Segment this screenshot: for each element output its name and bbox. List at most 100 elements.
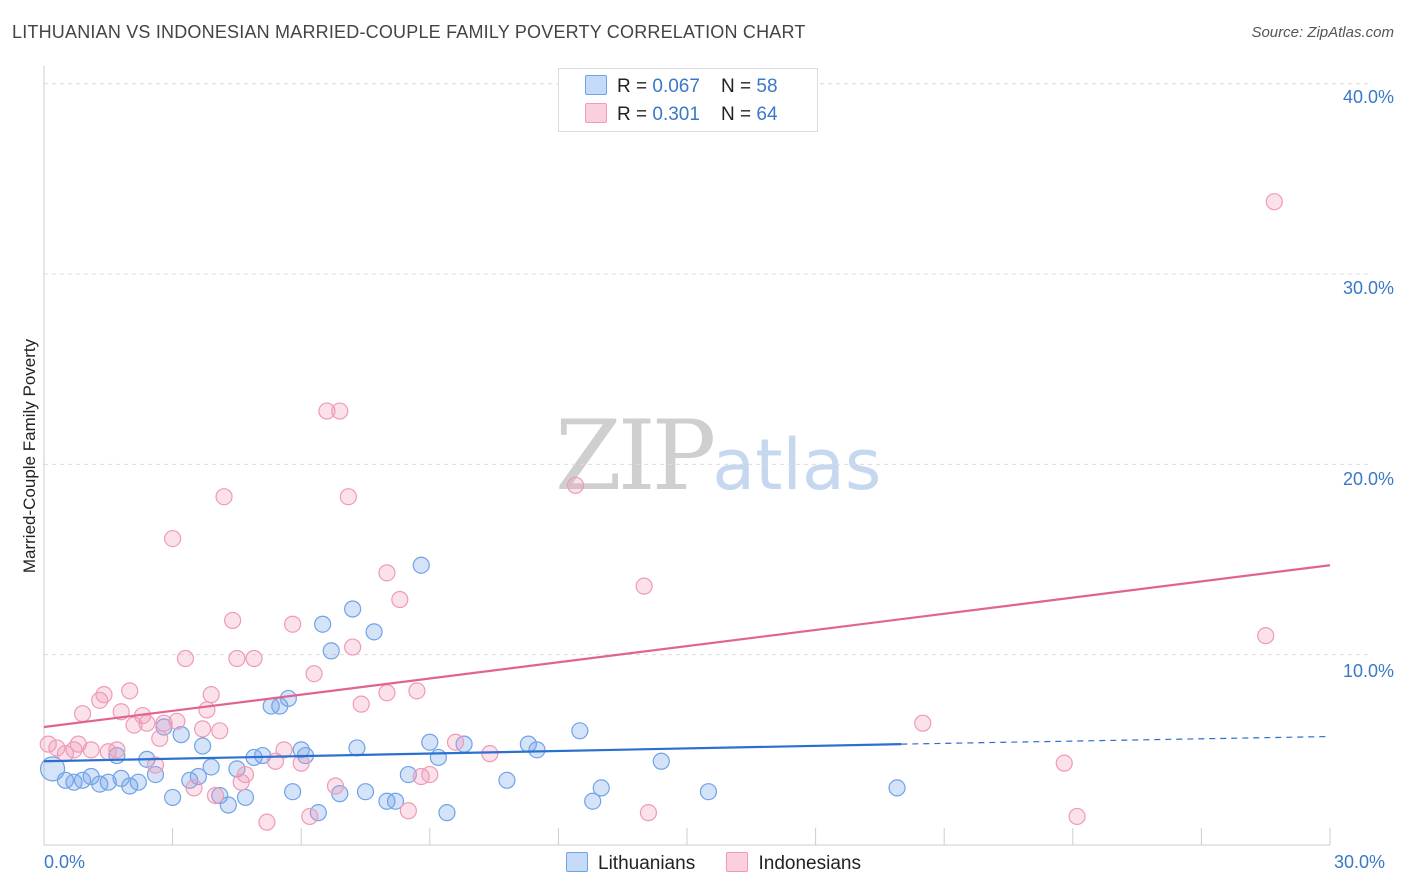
indonesian-point: [194, 720, 212, 738]
lithuanian-point: [344, 600, 362, 618]
lithuanian-point: [279, 689, 297, 708]
lithuanian-point: [121, 777, 139, 795]
y-tick-label-40: 40.0%: [1342, 87, 1394, 107]
indonesian-point: [378, 684, 396, 702]
lithuanian-point: [322, 642, 340, 660]
indonesian-point: [914, 714, 932, 732]
lithuanian-point: [386, 792, 405, 810]
lithuanian-point: [421, 733, 439, 751]
indonesian-point: [635, 577, 653, 595]
indonesian-trend-line: [43, 564, 1331, 729]
indonesian-point: [566, 476, 585, 494]
lithuanian-point: [39, 756, 66, 782]
indonesian-point: [176, 649, 195, 668]
indonesian-point: [215, 488, 233, 506]
n-label: N =: [721, 76, 757, 97]
indonesian-point: [73, 705, 92, 723]
indonesian-point: [228, 649, 246, 668]
lithuanian-point: [236, 788, 255, 807]
lithuanian-point: [146, 765, 165, 784]
r-value: 0.067: [652, 76, 700, 97]
indonesian-point: [125, 716, 143, 734]
indonesian-point: [331, 402, 349, 420]
lithuanian-point: [228, 760, 246, 778]
lithuanian-point: [99, 773, 117, 791]
indonesian-point: [39, 735, 57, 753]
indonesian-point: [198, 701, 216, 719]
indonesian-point: [339, 488, 357, 506]
pink-swatch-icon: [585, 103, 607, 123]
lithuanian-point: [314, 615, 332, 633]
indonesian-point: [206, 786, 225, 805]
watermark-zip: ZIP: [555, 400, 716, 512]
watermark-atlas: atlas: [712, 424, 882, 506]
indonesian-point: [121, 682, 139, 700]
indonesian-point: [352, 695, 370, 713]
indonesian-point: [138, 714, 156, 732]
indonesian-point: [446, 733, 465, 751]
gridlines: [44, 83, 1370, 656]
indonesian-point: [378, 564, 396, 582]
indonesian-point: [391, 590, 409, 609]
y-tick-label-10: 10.0%: [1342, 661, 1394, 681]
indonesian-point: [344, 638, 362, 656]
indonesian-point: [1257, 627, 1275, 645]
indonesian-point: [95, 686, 113, 704]
legend-row-indonesians: R = 0.301 N = 64: [585, 103, 778, 126]
legend-item-lithuanians[interactable]: Lithuanians: [566, 852, 695, 875]
axes: [43, 66, 1331, 846]
lithuanian-point: [194, 737, 212, 755]
indonesian-point: [481, 745, 499, 763]
lithuanian-point: [172, 726, 190, 744]
pink-swatch-icon: [726, 852, 749, 872]
indonesian-point: [408, 682, 426, 700]
indonesian-point: [211, 722, 229, 740]
indonesian-point: [108, 741, 126, 759]
chart-title: LITHUANIAN VS INDONESIAN MARRIED-COUPLE …: [12, 22, 806, 42]
lithuanian-trend-extension: [901, 735, 1331, 745]
indonesian-point: [236, 765, 255, 784]
lithuanian-trend-line: [43, 743, 902, 763]
indonesian-point: [639, 804, 658, 822]
lithuanian-point: [498, 771, 516, 789]
r-label: R =: [617, 104, 653, 125]
indonesian-point: [1068, 807, 1086, 826]
lithuanian-point: [399, 765, 417, 784]
indonesian-point: [146, 756, 165, 774]
indonesian-point: [1055, 754, 1073, 772]
indonesian-point: [318, 402, 336, 420]
indonesian-point: [164, 529, 182, 548]
y-axis-label: Married-Couple Family Poverty: [20, 338, 39, 574]
y-tick-label-30: 30.0%: [1342, 278, 1394, 298]
lithuanian-point: [652, 752, 670, 770]
lithuanian-point: [888, 779, 906, 797]
indonesian-point: [202, 686, 220, 704]
indonesian-point: [284, 615, 302, 633]
indonesian-point: [151, 729, 169, 748]
indonesian-point: [275, 741, 293, 759]
n-label: N =: [721, 104, 757, 125]
lithuanian-point: [309, 804, 327, 822]
legend-item-indonesians[interactable]: Indonesians: [726, 852, 861, 875]
lithuanian-point: [284, 783, 302, 801]
lithuanian-point: [429, 748, 447, 767]
indonesian-point: [421, 765, 439, 784]
lithuanian-point: [211, 786, 229, 805]
lithuanian-point: [202, 758, 220, 776]
legend-label: Lithuanians: [598, 853, 696, 874]
indonesian-point: [292, 754, 310, 772]
lithuanian-point: [219, 796, 237, 814]
r-value: 0.301: [652, 104, 700, 125]
indonesian-point: [155, 714, 173, 732]
indonesian-point: [258, 813, 276, 831]
indonesian-point: [305, 665, 323, 683]
indonesian-point: [301, 807, 319, 826]
indonesian-point: [326, 777, 345, 795]
lithuanian-point: [699, 783, 718, 801]
x-tick-label-min: 0.0%: [44, 852, 86, 872]
y-tick-label-20: 20.0%: [1342, 469, 1394, 489]
legend-row-lithuanians: R = 0.067 N = 58: [585, 75, 778, 98]
lithuanian-point: [528, 741, 546, 759]
watermark: ZIPatlas: [555, 400, 881, 512]
